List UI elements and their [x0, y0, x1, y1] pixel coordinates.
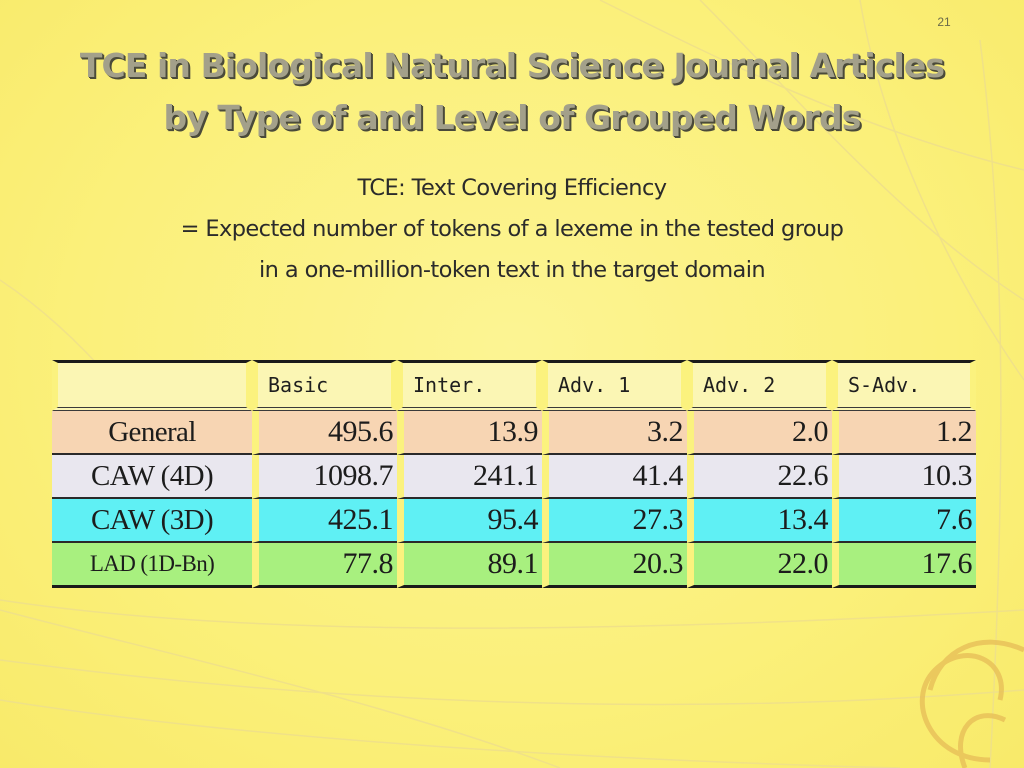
table-cell: 22.6 — [687, 455, 832, 499]
table-header-row: Basic Inter. Adv. 1 Adv. 2 S-Adv. — [52, 360, 976, 411]
table-row: CAW (4D) 1098.7 241.1 41.4 22.6 10.3 — [52, 455, 976, 499]
subtitle-line-2: = Expected number of tokens of a lexeme … — [180, 216, 844, 242]
tce-table: Basic Inter. Adv. 1 Adv. 2 S-Adv. Genera… — [52, 360, 976, 588]
subtitle-line-1: TCE: Text Covering Efficiency — [357, 175, 668, 201]
table-cell: 1098.7 — [252, 455, 397, 499]
slide-subtitle: TCE: Text Covering Efficiency = Expected… — [30, 168, 994, 291]
table-header-cell — [52, 360, 252, 411]
table-row: General 495.6 13.9 3.2 2.0 1.2 — [52, 411, 976, 455]
table-row: CAW (3D) 425.1 95.4 27.3 13.4 7.6 — [52, 499, 976, 543]
table-cell: 17.6 — [832, 543, 976, 588]
table-cell: 13.9 — [397, 411, 542, 455]
title-line-1: TCE in Biological Natural Science Journa… — [79, 46, 945, 85]
row-label: CAW (4D) — [52, 455, 252, 499]
row-label: LAD (1D-Bn) — [52, 543, 252, 588]
subtitle-line-3: in a one-million-token text in the targe… — [258, 257, 766, 283]
table-header-cell: S-Adv. — [832, 360, 976, 411]
table-cell: 241.1 — [397, 455, 542, 499]
table-cell: 27.3 — [542, 499, 687, 543]
row-label: CAW (3D) — [52, 499, 252, 543]
table-cell: 22.0 — [687, 543, 832, 588]
page-number: 21 — [937, 15, 951, 29]
table-cell: 425.1 — [252, 499, 397, 543]
table-row: LAD (1D-Bn) 77.8 89.1 20.3 22.0 17.6 — [52, 543, 976, 588]
table-header-cell: Inter. — [397, 360, 542, 411]
table-cell: 20.3 — [542, 543, 687, 588]
table-cell: 89.1 — [397, 543, 542, 588]
row-label: General — [52, 411, 252, 455]
table-cell: 95.4 — [397, 499, 542, 543]
title-line-2: by Type of and Level of Grouped Words — [163, 98, 861, 137]
table-cell: 2.0 — [687, 411, 832, 455]
table-cell: 13.4 — [687, 499, 832, 543]
table-header-cell: Adv. 2 — [687, 360, 832, 411]
table-cell: 1.2 — [832, 411, 976, 455]
table-cell: 7.6 — [832, 499, 976, 543]
table-cell: 41.4 — [542, 455, 687, 499]
table-cell: 495.6 — [252, 411, 397, 455]
slide-title: TCE in Biological Natural Science Journa… — [30, 40, 994, 144]
table-header-cell: Basic — [252, 360, 397, 411]
table-cell: 3.2 — [542, 411, 687, 455]
table-cell: 77.8 — [252, 543, 397, 588]
table-cell: 10.3 — [832, 455, 976, 499]
table-header-cell: Adv. 1 — [542, 360, 687, 411]
